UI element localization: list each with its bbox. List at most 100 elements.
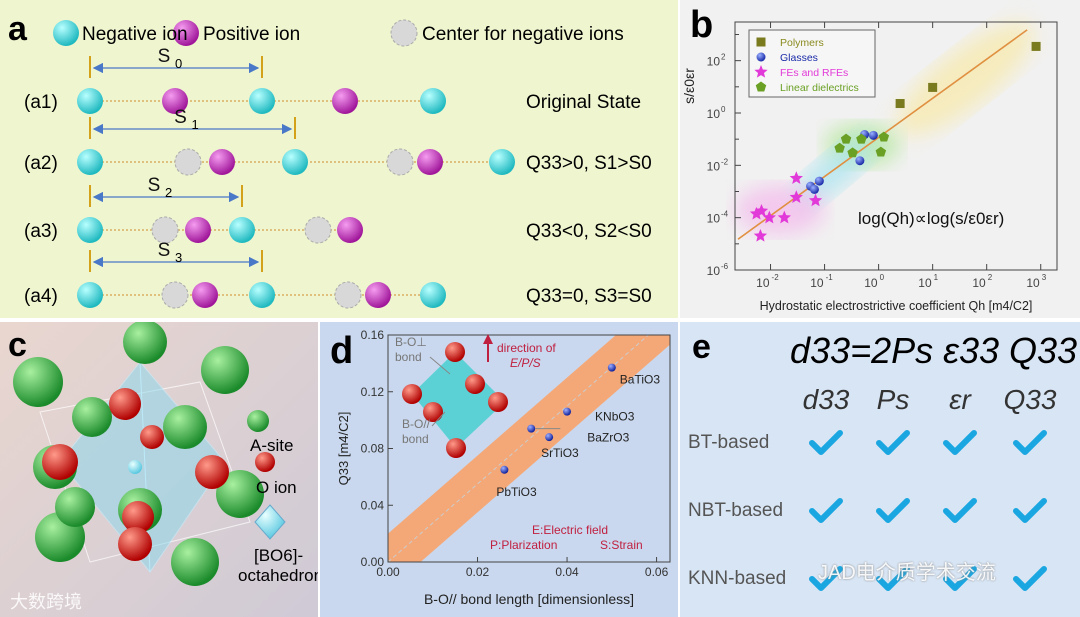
legend-positive: Positive ion [203,24,300,45]
check-icon [809,498,843,523]
negative-ion [282,149,308,175]
star-marker [789,190,803,203]
x-tick-label: 0.00 [376,565,400,579]
b-site-ion [128,460,142,474]
legend-a-site: A-site [250,436,294,455]
y-tick-label: 0.08 [361,442,385,456]
group-shade [735,184,826,235]
center-marker [161,281,189,309]
annotation: E/P/S [510,356,541,370]
star-marker [789,171,803,184]
y-tick-label: 0.00 [361,555,385,569]
a-site-ion [216,470,264,518]
circle-marker [809,184,819,194]
inset-octahedron [412,352,505,448]
legend-item: Glasses [780,52,818,64]
positive-ion [173,20,199,46]
negative-ion [489,149,515,175]
negative-ion [77,282,103,308]
y-tick-label: 0.04 [361,498,385,512]
panel-label: d [330,330,354,372]
annotation: S:Strain [600,538,643,552]
point-label: BaTiO3 [620,373,661,387]
y-tick-label: 10 [707,55,721,69]
square-marker [756,37,766,47]
column-header: d33 [802,384,850,415]
ion-diagram: Negative ion Positive ion Center for negat… [24,19,652,309]
negative-ion [77,88,103,114]
negative-ion [77,217,103,243]
trend-line [388,335,650,562]
square-marker [895,99,905,109]
y-axis-label: s/ε0εr [681,68,697,104]
check-icon [1013,498,1047,523]
y-tick-label: 10 [707,159,721,173]
legend-item: Polymers [780,37,824,49]
check-icon [809,566,843,591]
row-description: Original State [526,92,641,113]
direction-arrowhead [483,334,493,344]
trend-band [388,335,670,562]
negative-ion [420,88,446,114]
inset-o-ion [402,384,422,404]
center-marker [304,216,332,244]
bond-arrow [431,411,446,427]
data-point [545,433,554,442]
pentagon-marker [856,133,867,144]
panel-d: d 0.00 0.02 0.04 0.06 0.00 0.04 0.08 0.12 0.16 B-… [320,322,678,617]
positive-ion [332,88,358,114]
annotation: direction of [497,341,556,355]
x-axis-label: Hydrostatic electrostrictive coefficient… [760,299,1033,313]
negative-ion [77,149,103,175]
negative-ion [249,88,275,114]
annotation: bond [395,350,422,364]
y-tick-label: 10 [707,212,721,226]
plot-frame [734,21,1058,271]
y-tick-label: 0.12 [361,385,385,399]
x-tick-exp: 0 [880,273,885,282]
log-scatter-chart: 10 -2 10 -1 10 0 10 1 10 2 10 310 210 010 -210 -410 -6Po… [681,21,1058,313]
check-icon [809,430,843,455]
x-tick-label: 0.06 [645,565,669,579]
formula: d33=2Ps ε33 Q33 [790,330,1078,371]
y-tick-exp: -4 [721,210,729,219]
row-label: KNN-based [688,568,787,589]
column-header: Ps [876,384,910,415]
bond-arrow [429,356,451,375]
panel-label: e [692,328,711,366]
circle-marker [868,130,878,140]
point-label: PbTiO3 [496,485,537,499]
q33-scatter-chart: 0.00 0.02 0.04 0.06 0.00 0.04 0.08 0.12 0.16 B-O⊥… [336,328,671,607]
inset-o-ion [488,392,508,412]
x-tick-label: 10 [972,276,986,290]
annotation: B-O// [402,417,431,431]
check-icon [876,566,910,591]
y-tick-label: 0.16 [361,328,385,342]
spacing-sub: 3 [175,250,182,265]
annotation: P:Plarization [490,538,557,552]
a-site-ion [55,487,95,527]
point-label: KNbO3 [595,410,635,424]
check-icon [876,430,910,455]
legend-box [748,29,876,98]
row-label: BT-based [688,432,770,453]
pentagon-marker [834,142,845,153]
data-point [527,424,536,433]
panel-b: b 10 -2 10 -1 10 0 10 1 10 2 10 3 10 2 10 0 10 -2 10 -4 10 -6… [680,0,1080,318]
star-marker [762,210,776,224]
row-id: (a1) [24,92,58,113]
band-group [388,335,670,562]
a-site-ion [201,346,249,394]
annotation: bond [402,432,429,446]
pentagon-marker [878,131,890,142]
positive-ion [185,217,211,243]
o-ion [118,527,152,561]
o-ion [195,455,229,489]
star-marker [749,206,764,220]
x-tick-exp: -2 [772,273,780,282]
pentagon-marker [875,146,887,157]
center-marker [151,216,179,244]
negative-ion [420,282,446,308]
inset-o-ion [423,402,443,422]
star-marker [754,65,768,78]
